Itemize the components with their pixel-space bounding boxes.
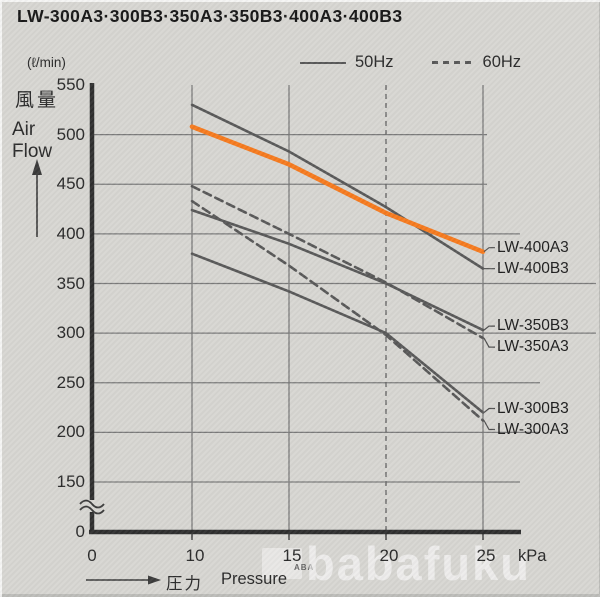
y-tick-label-200: 200: [56, 422, 85, 442]
label-leader-LW-400A3: [483, 247, 495, 253]
series-label-LW-400B3: LW-400B3: [497, 259, 569, 277]
chart-title: LW-300A3·300B3·350A3·350B3·400A3·400B3: [17, 6, 403, 26]
series-label-LW-350A3: LW-350A3: [497, 338, 569, 356]
y-tick-label-400: 400: [56, 223, 85, 243]
y-tick-label-300: 300: [56, 323, 85, 343]
y-tick-label-150: 150: [56, 472, 85, 491]
series-label-LW-400A3: LW-400A3: [497, 238, 569, 256]
series-label-LW-350B3: LW-350B3: [497, 317, 569, 335]
y-axis-break-squiggle-1: [79, 499, 105, 509]
x-tick-label-25: 25: [476, 546, 496, 565]
label-leader-LW-350A3: [483, 337, 495, 348]
y-tick-label-350: 350: [56, 273, 85, 293]
legend-solid-line-swatch: [300, 61, 346, 64]
x-tick-label-0: 0: [87, 546, 97, 565]
y-axis-label-japanese: 風量: [15, 90, 60, 111]
series-line-LW-350B3: [190, 208, 485, 332]
series-line-LW-300B3: [190, 252, 485, 414]
x-tick-label-20: 20: [379, 546, 399, 565]
y-tick-label-450: 450: [56, 174, 85, 194]
series-line-LW-350A3: [190, 184, 485, 340]
y-tick-label-250: 250: [56, 372, 85, 392]
air-flow-arrow-head-icon: [32, 159, 42, 175]
x-tick-label-15: 15: [282, 546, 302, 565]
x-axis-label-english: Pressure: [221, 570, 288, 588]
pressure-arrow-head-icon: [148, 575, 161, 585]
y-tick-label-550: 550: [56, 75, 85, 94]
y-axis-label-english-line2: Flow: [12, 141, 53, 162]
series-label-LW-300A3: LW-300A3: [497, 420, 569, 438]
legend-dashed-line-swatch: [431, 61, 474, 64]
y-axis-break-mask: [84, 500, 101, 512]
x-axis-label-japanese: 圧力: [166, 575, 203, 593]
series-line-LW-400B3: [190, 103, 485, 270]
legend: 50Hz 60Hz: [300, 53, 521, 72]
y-axis-unit: (ℓ/min): [27, 55, 66, 70]
x-axis-unit: kPa: [518, 547, 547, 565]
y-tick-label-500: 500: [56, 124, 85, 144]
series-line-LW-300A3: [190, 199, 485, 422]
legend-50hz-label: 50Hz: [355, 53, 394, 71]
y-axis-break-squiggle-2: [79, 505, 105, 515]
series-label-LW-300B3: LW-300B3: [497, 399, 569, 417]
x-tick-label-10: 10: [185, 546, 205, 565]
label-leader-LW-300A3: [483, 420, 495, 431]
y-axis-label-english-line1: Air: [12, 119, 36, 140]
y-tick-label-0: 0: [75, 522, 85, 541]
label-leader-LW-350B3: [483, 325, 495, 331]
series-line-LW-400A3: [189, 124, 486, 254]
legend-60hz-label: 60Hz: [482, 53, 522, 71]
label-leader-LW-300B3: [483, 407, 495, 413]
